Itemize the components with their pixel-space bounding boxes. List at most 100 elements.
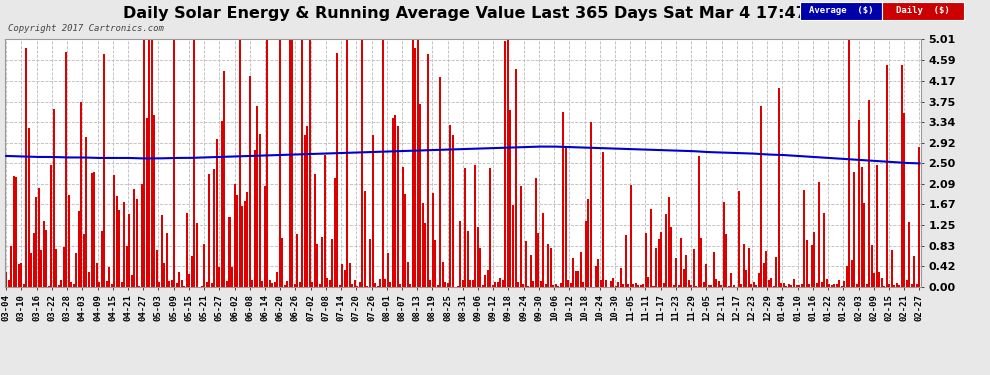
Bar [585,221,587,287]
Bar [15,177,17,287]
Bar [848,39,850,287]
Bar [236,195,238,287]
Bar [394,115,396,287]
Bar [605,280,607,287]
Bar [826,279,828,287]
Bar [459,221,461,287]
Bar [690,285,692,287]
Bar [78,211,80,287]
Bar [916,284,918,287]
Bar [139,286,141,287]
Bar [715,279,717,287]
Bar [251,280,253,287]
Bar [224,71,226,287]
Bar [126,246,128,287]
Bar [868,100,870,287]
Bar [101,231,103,287]
Bar [33,233,35,287]
Bar [90,172,92,287]
Bar [309,39,311,287]
Bar [901,66,903,287]
Bar [494,282,496,287]
Bar [407,262,409,287]
Bar [731,273,733,287]
Bar [770,278,772,287]
Bar [226,281,228,287]
Bar [178,272,180,287]
Bar [638,285,640,287]
Bar [510,110,512,287]
Bar [572,258,574,287]
Bar [723,202,725,287]
Bar [392,117,394,287]
Bar [808,284,810,287]
Bar [60,280,62,287]
Bar [821,282,823,287]
Bar [150,39,152,287]
Bar [291,39,293,287]
Bar [783,284,785,287]
Bar [464,168,466,287]
Bar [106,281,108,287]
Bar [543,213,545,287]
Bar [93,172,95,287]
Bar [141,184,143,287]
Bar [111,284,113,287]
Bar [48,286,50,287]
Bar [219,267,221,287]
Bar [183,286,185,287]
Bar [898,285,900,287]
Bar [31,253,33,287]
Bar [369,239,371,287]
Bar [440,77,442,287]
Bar [662,283,664,287]
Bar [472,280,474,287]
Bar [121,282,123,287]
Bar [876,165,878,287]
Bar [755,285,757,287]
Bar [168,280,170,287]
Bar [253,150,255,287]
Bar [354,280,356,287]
Bar [322,237,324,287]
Bar [417,39,419,287]
Bar [858,120,860,287]
Bar [660,232,662,287]
Bar [919,147,921,287]
Bar [181,280,183,287]
Bar [698,156,700,287]
Bar [191,256,193,287]
Bar [564,147,566,287]
Bar [758,273,760,287]
Bar [116,196,118,287]
Bar [456,286,458,287]
Bar [853,172,855,287]
Bar [430,280,432,287]
Bar [788,284,790,287]
Bar [549,248,551,287]
Bar [700,237,702,287]
Bar [258,134,260,287]
Bar [402,168,404,287]
Bar [327,278,329,287]
Bar [888,284,890,287]
Bar [469,280,471,287]
Bar [811,244,813,287]
Bar [386,253,388,287]
Bar [247,192,248,287]
Bar [845,266,847,287]
Bar [796,285,798,287]
Bar [489,168,491,287]
Bar [517,282,519,287]
Bar [23,284,25,287]
Bar [562,112,564,287]
Bar [128,214,130,287]
Bar [677,285,679,287]
Bar [532,281,534,287]
Bar [806,240,808,287]
Bar [422,203,424,287]
Bar [502,280,504,287]
Bar [499,278,502,287]
Bar [655,248,657,287]
Bar [590,122,592,287]
